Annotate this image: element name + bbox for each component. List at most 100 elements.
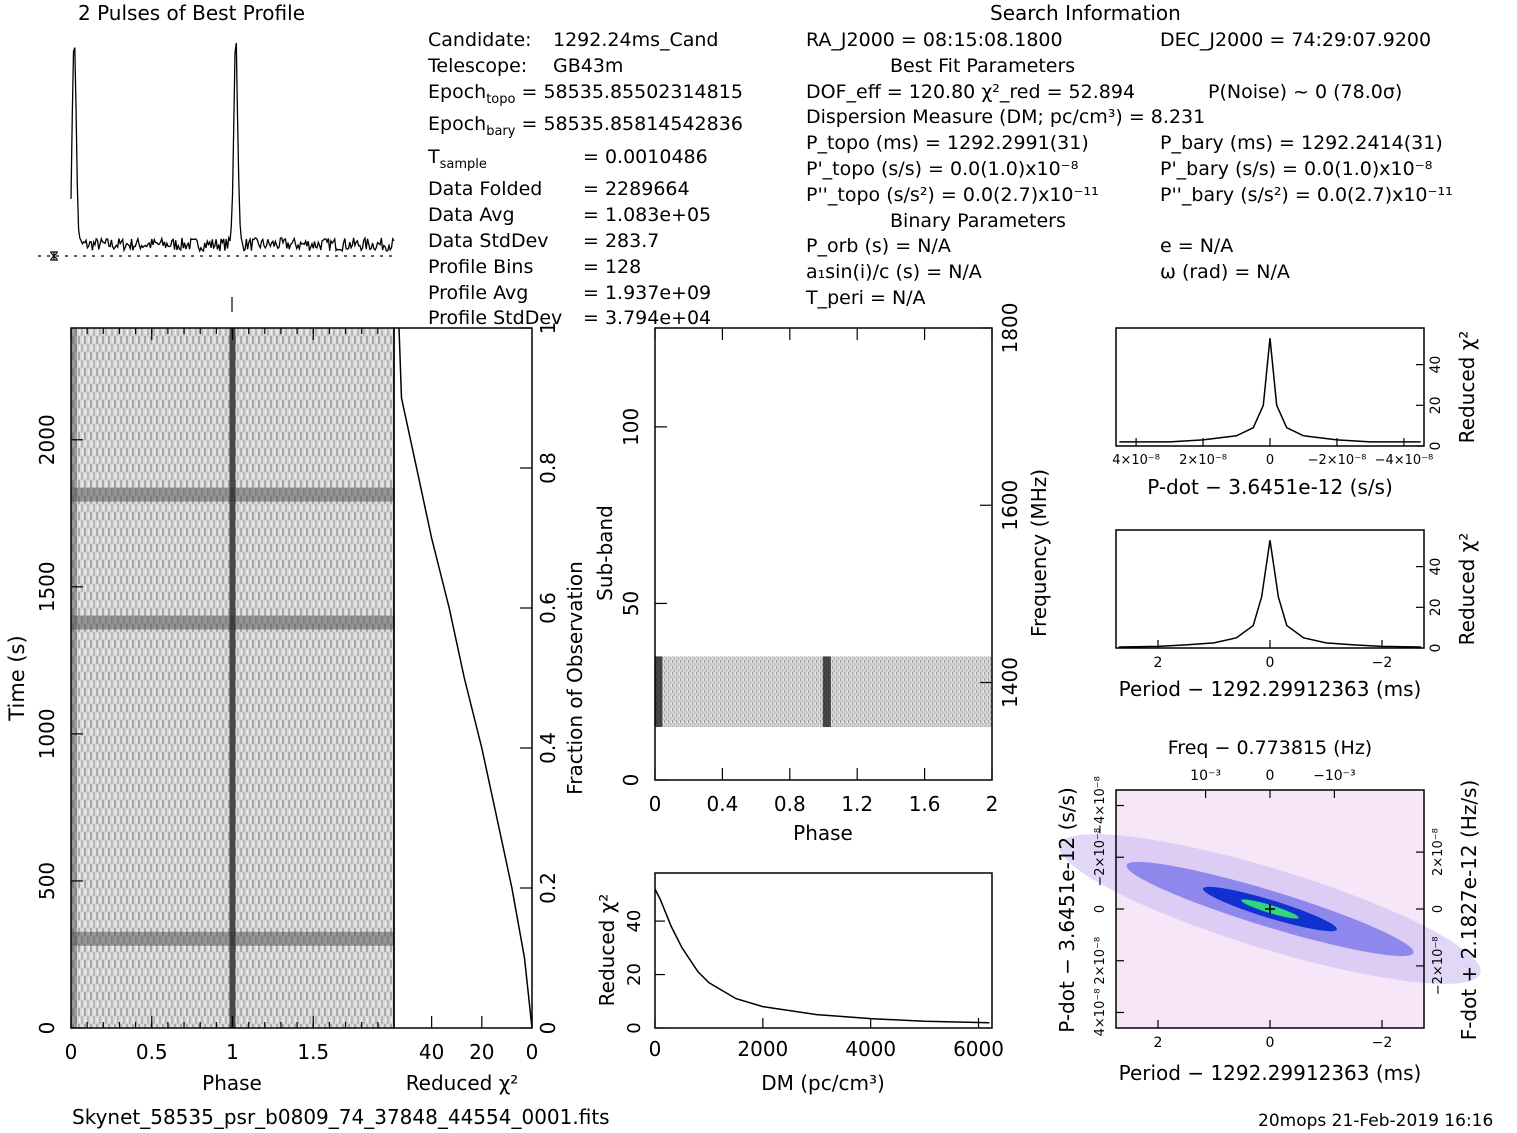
info-candidate: Candidate: 1292.24ms_Cand <box>428 29 719 51</box>
pdot-ytick-label: 20 <box>1428 396 1444 414</box>
info-data-folded: Data Folded = 2289664 <box>428 178 690 201</box>
info-pddot-bary: P''_bary (s/s²) = 0.0(2.7)x10⁻¹¹ <box>1160 183 1453 206</box>
chisq-fraction-ytick-label: 0 <box>536 1022 560 1035</box>
chisq-fraction-xtick-label: 0 <box>526 1040 539 1064</box>
subband-y2label: Frequency (MHz) <box>1027 469 1051 637</box>
info-pdot-topo: P'_topo (s/s) = 0.0(1.0)x10⁻⁸ <box>806 157 1079 180</box>
chisq-fraction-xtick-label: 20 <box>469 1040 494 1064</box>
period-pdot-frame <box>1115 789 1425 1029</box>
subband-xtick-label: 2 <box>986 792 999 816</box>
period-pdot-crosshair-icon <box>1265 904 1275 914</box>
pdot-xtick-label: 2×10⁻⁸ <box>1179 453 1227 468</box>
subband-phase-plot: 0 0.4 0.8 1.2 1.6 2 0 50 100 1400 1600 1800 Phase Sub… <box>593 303 1051 845</box>
info-porb: P_orb (s) = N/A <box>806 235 951 258</box>
info-binary-header: Binary Parameters <box>890 209 1066 232</box>
time-phase-ytick-label: 1500 <box>35 561 59 612</box>
dm-ytick-label: 0 <box>624 1022 645 1033</box>
time-phase-ylabel: Time (s) <box>5 635 29 721</box>
info-best-fit-header: Best Fit Parameters <box>890 54 1076 77</box>
period-ytick-label: 40 <box>1428 558 1444 576</box>
pdot-curve-plot: 4×10⁻⁸ 2×10⁻⁸ 0 −2×10⁻⁸ −4×10⁻⁸ 0 20 40 P-dot − … <box>1112 327 1479 499</box>
time-phase-xlabel: Phase <box>202 1071 262 1095</box>
footer-stamp: 20mops 21-Feb-2019 16:16 <box>1258 1111 1494 1131</box>
dm-curve-frame <box>654 872 993 1029</box>
info-mid-block: RA_J2000 = 08:15:08.1800 Best Fit Parame… <box>806 28 1205 312</box>
info-pddot-topo: P''_topo (s/s²) = 0.0(2.7)x10⁻¹¹ <box>806 183 1099 206</box>
pdot-ytick-label: 0 <box>1428 442 1444 451</box>
info-dec: DEC_J2000 = 74:29:07.9200 <box>1160 29 1432 51</box>
time-phase-xtick-label: 0.5 <box>136 1040 168 1064</box>
info-pdot-bary: P'_bary (s/s) = 0.0(1.0)x10⁻⁸ <box>1160 157 1433 180</box>
time-phase-ytick-label: 0 <box>35 1022 59 1035</box>
dm-xtick-label: 0 <box>649 1037 662 1061</box>
ppd-x2label: Freq − 0.773815 (Hz) <box>1168 737 1372 759</box>
info-data-stddev: Data StdDev = 283.7 <box>428 229 660 252</box>
pdot-xtick-label: −2×10⁻⁸ <box>1308 453 1367 468</box>
pdot-ylabel: Reduced χ² <box>1455 331 1479 444</box>
chisq-fraction-ytick-label: 0.6 <box>536 592 560 624</box>
dm-ytick-label: 20 <box>624 963 645 986</box>
chisq-fraction-ytick-label: 0.2 <box>536 872 560 904</box>
ppd-ylabel: P-dot − 3.6451e-12 (s/s) <box>1055 787 1079 1033</box>
pdot-xtick-label: −4×10⁻⁸ <box>1375 453 1434 468</box>
chisq-fraction-ylabel: Fraction of Observation <box>563 561 587 795</box>
subband-xtick-label: 0.4 <box>706 792 738 816</box>
profile-plot <box>38 42 395 312</box>
info-a1sini: a₁sin(i)/c (s) = N/A <box>806 261 982 284</box>
subband-pulse-track <box>822 656 831 728</box>
period-curve-line <box>1118 540 1422 648</box>
time-phase-pulse-track <box>229 328 236 1028</box>
chisq-fraction-frame <box>393 327 533 1029</box>
info-omega: ω (rad) = N/A <box>1160 261 1290 284</box>
info-eccentricity: e = N/A <box>1160 235 1234 258</box>
info-profile-bins: Profile Bins = 128 <box>428 255 642 278</box>
info-p-bary: P_bary (ms) = 1292.2414(31) <box>1160 132 1443 155</box>
pdot-ytick-label: 40 <box>1428 356 1444 374</box>
info-left-block: Candidate: 1292.24ms_Cand Telescope: GB43m… <box>428 28 743 332</box>
search-info-title: Search Information <box>990 1 1181 25</box>
info-epoch-bary: Epochbary = 58535.85814542836 <box>428 113 743 139</box>
ppd-x2tick-label: 0 <box>1266 768 1275 784</box>
ppd-ytick-label: 0 <box>1093 905 1108 913</box>
ppd-ytick-label: 4×10⁻⁸ <box>1093 989 1108 1037</box>
ppd-xtick-label: 2 <box>1154 1035 1163 1051</box>
chisq-fraction-ytick-label: 0.8 <box>536 452 560 484</box>
time-phase-ytick-label: 500 <box>35 862 59 900</box>
info-data-avg: Data Avg = 1.083e+05 <box>428 204 712 227</box>
period-xtick-label: 0 <box>1266 655 1275 671</box>
ppd-ytick-label: −4×10⁻⁸ <box>1093 776 1108 835</box>
subband-ytick-label: 100 <box>619 408 643 446</box>
info-tsample: Tsample = 0.0010486 <box>428 145 708 172</box>
dm-xtick-label: 4000 <box>845 1037 896 1061</box>
subband-ytick-label: 50 <box>619 591 643 616</box>
chisq-fraction-line <box>398 327 533 1029</box>
chisq-fraction-plot: 40 20 0 0 0.2 0.4 0.6 0.8 1 Reduced χ² Fraction of… <box>393 322 587 1095</box>
period-ytick-label: 0 <box>1428 644 1444 653</box>
dm-ylabel: Reduced χ² <box>595 894 619 1007</box>
pdot-xtick-label: 0 <box>1266 453 1274 468</box>
profile-title: 2 Pulses of Best Profile <box>78 1 305 25</box>
pdot-xtick-label: 4×10⁻⁸ <box>1112 453 1160 468</box>
subband-y2tick-label: 1800 <box>998 303 1022 354</box>
info-profile-avg: Profile Avg = 1.937e+09 <box>428 281 712 304</box>
ppd-xlabel: Period − 1292.29912363 (ms) <box>1119 1061 1422 1085</box>
subband-y2tick-label: 1600 <box>998 480 1022 531</box>
subband-xlabel: Phase <box>793 821 853 845</box>
ppd-ytick-label: 2×10⁻⁸ <box>1093 937 1108 985</box>
subband-ylabel: Sub-band <box>593 505 617 601</box>
period-xtick-label: 2 <box>1154 655 1163 671</box>
ppd-y2tick-label: 0 <box>1431 905 1446 913</box>
subband-y2tick-label: 1400 <box>998 657 1022 708</box>
chisq-fraction-ytick-label: 1 <box>536 322 560 335</box>
time-phase-ytick-label: 1000 <box>35 708 59 759</box>
info-ra: RA_J2000 = 08:15:08.1800 <box>806 29 1063 51</box>
dm-xtick-label: 6000 <box>953 1037 1004 1061</box>
time-phase-plot: 0 0.5 1 1.5 0 500 1000 1500 2000 Phase Time (s) <box>5 327 395 1095</box>
period-xlabel: Period − 1292.29912363 (ms) <box>1119 677 1422 701</box>
ppd-x2tick-label: 10⁻³ <box>1190 768 1221 784</box>
subband-xtick-label: 0.8 <box>774 792 806 816</box>
subband-frame <box>654 327 993 781</box>
chisq-fraction-ytick-label: 0.4 <box>536 732 560 764</box>
